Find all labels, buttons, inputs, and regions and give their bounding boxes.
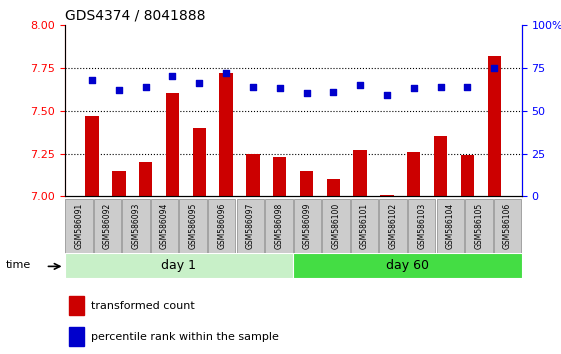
Point	[410, 85, 419, 91]
FancyBboxPatch shape	[322, 199, 350, 253]
Bar	[112, 171, 126, 196]
Text: transformed count: transformed count	[91, 301, 195, 310]
Point	[356, 82, 365, 88]
Text: GSM586100: GSM586100	[332, 203, 341, 249]
FancyBboxPatch shape	[294, 199, 321, 253]
Bar	[70, 327, 84, 346]
Bar	[246, 154, 260, 196]
Bar	[293, 253, 522, 278]
FancyBboxPatch shape	[265, 199, 292, 253]
Text: GSM586099: GSM586099	[303, 203, 312, 250]
Text: GSM586093: GSM586093	[131, 203, 140, 250]
Point	[490, 65, 499, 70]
Bar	[380, 195, 394, 196]
FancyBboxPatch shape	[351, 199, 378, 253]
Text: time: time	[6, 261, 31, 270]
FancyBboxPatch shape	[379, 199, 407, 253]
FancyBboxPatch shape	[408, 199, 435, 253]
FancyBboxPatch shape	[494, 199, 521, 253]
Point	[88, 77, 96, 82]
FancyBboxPatch shape	[65, 199, 93, 253]
Bar	[139, 162, 153, 196]
Text: GSM586101: GSM586101	[360, 203, 369, 249]
Bar	[165, 93, 179, 196]
Point	[168, 74, 177, 79]
Text: GSM586094: GSM586094	[160, 203, 169, 250]
FancyBboxPatch shape	[151, 199, 178, 253]
Point	[222, 70, 231, 76]
Bar	[353, 150, 367, 196]
Point	[275, 85, 284, 91]
FancyBboxPatch shape	[237, 199, 264, 253]
Text: GSM586097: GSM586097	[246, 203, 255, 250]
Text: GDS4374 / 8041888: GDS4374 / 8041888	[65, 9, 205, 23]
Bar	[219, 73, 233, 196]
Bar	[65, 253, 293, 278]
FancyBboxPatch shape	[436, 199, 464, 253]
Point	[463, 84, 472, 90]
Text: GSM586092: GSM586092	[103, 203, 112, 249]
Text: percentile rank within the sample: percentile rank within the sample	[91, 331, 279, 342]
Point	[436, 84, 445, 90]
Bar	[273, 157, 287, 196]
Bar	[407, 152, 421, 196]
Bar	[488, 56, 501, 196]
Point	[302, 91, 311, 96]
Text: GSM586105: GSM586105	[475, 203, 484, 249]
Bar	[300, 171, 313, 196]
FancyBboxPatch shape	[465, 199, 493, 253]
Point	[249, 84, 257, 90]
Bar	[327, 179, 340, 196]
Text: GSM586091: GSM586091	[74, 203, 83, 249]
Text: GSM586102: GSM586102	[389, 203, 398, 249]
Text: GSM586095: GSM586095	[188, 203, 197, 250]
FancyBboxPatch shape	[94, 199, 121, 253]
Text: GSM586104: GSM586104	[446, 203, 455, 249]
Point	[141, 84, 150, 90]
FancyBboxPatch shape	[180, 199, 207, 253]
Point	[329, 89, 338, 95]
FancyBboxPatch shape	[208, 199, 236, 253]
Text: GSM586098: GSM586098	[274, 203, 283, 249]
Text: GSM586106: GSM586106	[503, 203, 512, 249]
Point	[383, 92, 392, 98]
Point	[195, 80, 204, 86]
Bar	[434, 136, 447, 196]
Text: GSM586103: GSM586103	[417, 203, 426, 249]
Text: day 60: day 60	[386, 259, 429, 272]
Bar	[70, 296, 84, 315]
Point	[114, 87, 123, 93]
Text: GSM586096: GSM586096	[217, 203, 226, 250]
FancyBboxPatch shape	[122, 199, 150, 253]
Bar	[192, 128, 206, 196]
Text: day 1: day 1	[162, 259, 196, 272]
Bar	[85, 116, 99, 196]
Bar	[461, 155, 474, 196]
